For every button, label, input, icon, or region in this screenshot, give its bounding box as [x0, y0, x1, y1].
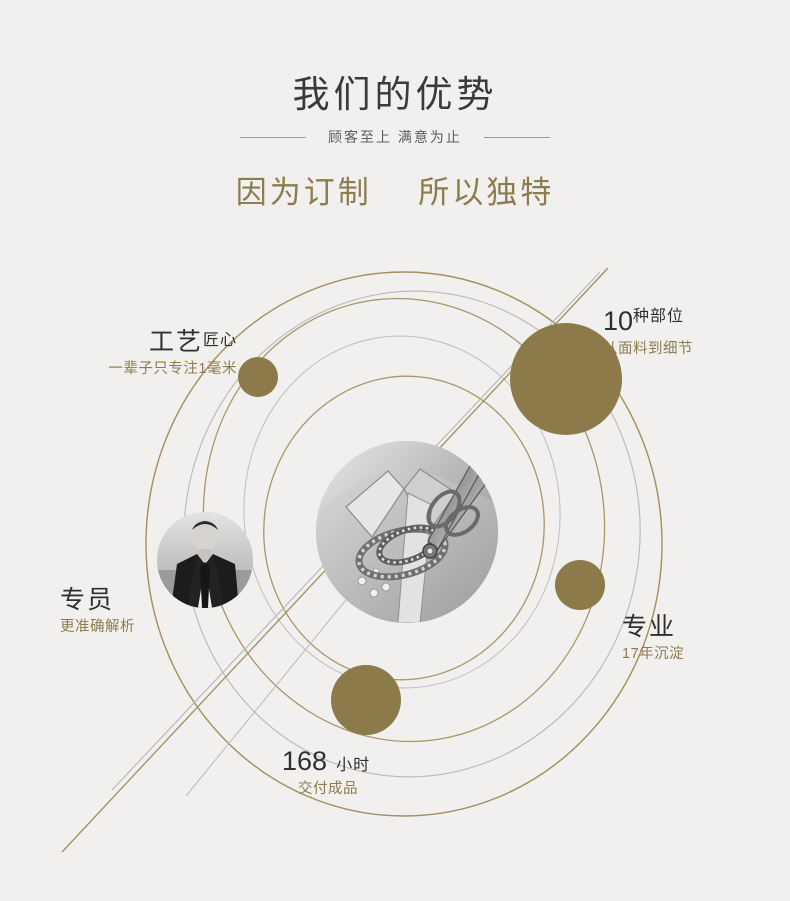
- feature-hours-count: 168: [282, 746, 328, 776]
- orbit-ring-gray-inner: [243, 335, 561, 689]
- feature-parts-title-sup: 种部位: [633, 308, 685, 325]
- feature-agent: 专员 更准确解析: [60, 588, 210, 635]
- feature-hours-sub: 交付成品: [298, 781, 358, 797]
- center-photo: [316, 441, 498, 623]
- feature-craft-title: 工艺 匠心: [62, 330, 237, 355]
- feature-agent-title: 专员: [60, 586, 115, 614]
- shirt-scissors-photo-icon: [316, 441, 498, 623]
- feature-hours: 168 小时 交付成品: [282, 748, 462, 797]
- orbit-ring-outer-gold: [145, 271, 663, 817]
- feature-hours-unit: 小时: [336, 757, 371, 774]
- page-title: 我们的优势: [292, 74, 498, 115]
- feature-professional-sub: 17年沉淀: [622, 646, 685, 662]
- feature-professional-title: 专业: [622, 613, 677, 641]
- orbit-ring-gray-outer: [183, 290, 641, 778]
- connector-line-gray: [185, 567, 373, 797]
- feature-agent-sub: 更准确解析: [60, 619, 135, 635]
- feature-parts-sub: 从面料到细节: [603, 341, 693, 357]
- feature-craft-title-main: 工艺: [148, 328, 203, 356]
- dot-craft: [238, 357, 278, 397]
- person-photo: [157, 512, 253, 608]
- page-subtitle: 顾客至上 满意为止: [328, 129, 462, 145]
- dot-parts: [510, 323, 622, 435]
- divider-left: [240, 136, 307, 138]
- feature-craft: 工艺 匠心 一辈子只专注1毫米: [62, 330, 237, 377]
- feature-craft-title-sup: 匠心: [202, 332, 237, 349]
- feature-parts: 10 种部位 从面料到细节: [603, 308, 783, 357]
- suited-man-photo-icon: [157, 512, 253, 608]
- feature-parts-title: 10 种部位: [603, 308, 783, 335]
- dot-professional: [555, 560, 605, 610]
- divider-right: [483, 136, 550, 138]
- gold-slogan: 因为订制 所以独特: [235, 175, 555, 210]
- feature-parts-count: 10: [603, 306, 634, 336]
- feature-hours-title: 168 小时: [282, 748, 462, 775]
- feature-professional: 专业 17年沉淀: [622, 615, 762, 662]
- dot-hours: [331, 665, 401, 735]
- subtitle-row: 顾客至上 满意为止: [0, 127, 790, 147]
- feature-craft-sub: 一辈子只专注1毫米: [108, 361, 237, 377]
